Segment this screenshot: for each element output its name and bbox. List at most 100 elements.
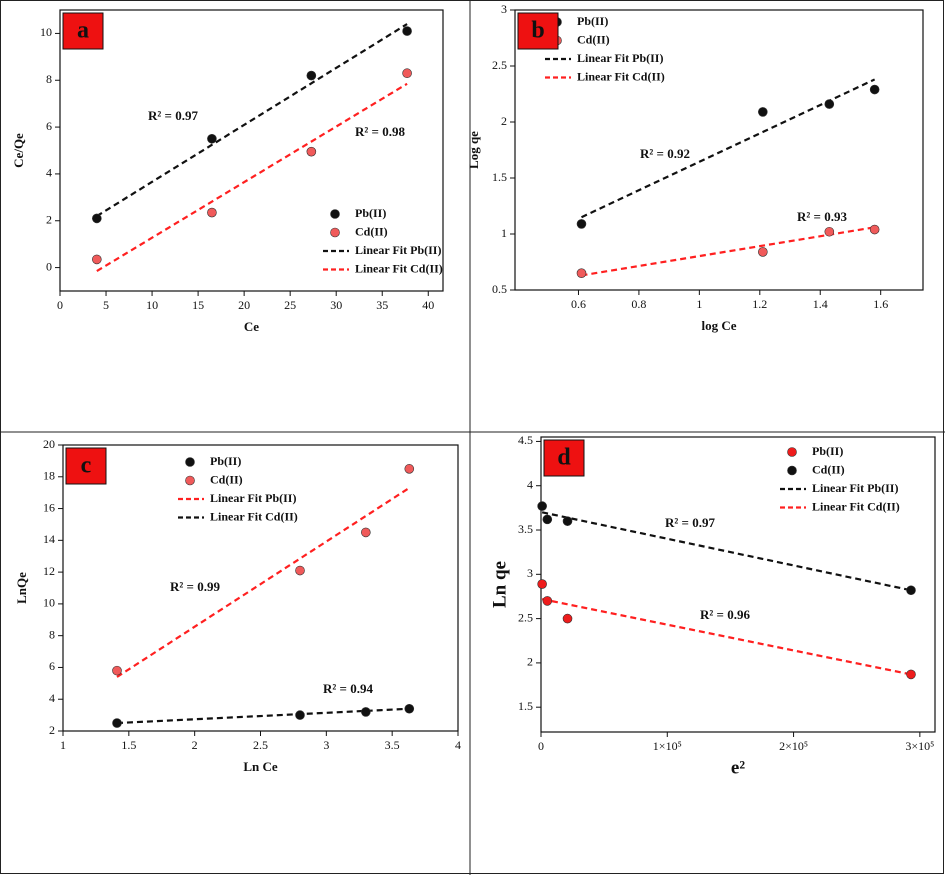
annotation: R² = 0.96 <box>700 607 750 622</box>
y-axis-label: LnQe <box>14 572 29 604</box>
y-tick-label: 20 <box>43 437 55 451</box>
y-axis-label: Ce/Qe <box>11 133 26 168</box>
y-tick-label: 2 <box>527 655 533 669</box>
data-point <box>207 207 217 218</box>
data-point <box>404 703 415 714</box>
x-tick-label: 5 <box>103 298 109 312</box>
y-tick-label: 3 <box>501 2 507 16</box>
annotation: R² = 0.97 <box>148 108 198 123</box>
y-tick-label: 1.5 <box>492 170 507 184</box>
x-tick-label: 0 <box>57 298 63 312</box>
y-tick-label: 2 <box>49 723 55 737</box>
data-point <box>906 669 916 680</box>
x-tick-label: 4 <box>455 738 461 752</box>
data-point <box>295 565 305 576</box>
x-tick-label: 1.6 <box>873 297 888 311</box>
y-tick-label: 1.5 <box>518 699 533 713</box>
y-tick-label: 2 <box>46 213 52 227</box>
panel-label-box <box>517 12 559 50</box>
y-tick-label: 14 <box>43 532 55 546</box>
legend-label: Linear Fit Pb(II) <box>210 491 296 505</box>
y-tick-label: 12 <box>43 564 55 578</box>
data-point <box>306 70 317 81</box>
panel-label-box <box>65 447 107 485</box>
data-point <box>361 707 371 717</box>
y-tick-label: 2.5 <box>518 610 533 624</box>
data-point <box>207 133 217 144</box>
annotation: R² = 0.92 <box>640 146 690 161</box>
data-point <box>92 213 102 224</box>
y-tick-label: 4 <box>49 691 55 705</box>
annotation: R² = 0.94 <box>323 681 373 696</box>
data-point <box>562 613 573 624</box>
fit-line <box>96 82 408 273</box>
panel-label-box <box>62 12 104 50</box>
data-point <box>537 501 547 511</box>
panel-label-box <box>543 439 585 477</box>
x-tick-label: 2×10⁵ <box>779 739 808 753</box>
fit-line <box>541 511 912 592</box>
x-tick-label: 0.6 <box>571 297 586 311</box>
x-tick-label: 3.5 <box>385 738 400 752</box>
y-tick-label: 0 <box>46 259 52 273</box>
legend-label: Linear Fit Pb(II) <box>812 481 898 495</box>
x-tick-label: 1 <box>60 738 66 752</box>
legend-label: Linear Fit Pb(II) <box>577 51 663 65</box>
data-point <box>112 665 122 676</box>
data-point <box>824 99 835 109</box>
y-tick-label: 4 <box>527 477 533 491</box>
y-tick-label: 2 <box>501 114 507 128</box>
x-tick-label: 30 <box>330 298 342 312</box>
x-tick-label: 2.5 <box>253 738 268 752</box>
legend-label: Cd(II) <box>355 224 388 238</box>
fit-line <box>96 23 408 218</box>
x-tick-label: 1.4 <box>813 297 828 311</box>
panel-label: c <box>81 453 92 479</box>
data-point <box>361 527 371 538</box>
annotation: R² = 0.97 <box>665 515 715 530</box>
x-tick-label: 0.8 <box>631 297 646 311</box>
y-tick-label: 6 <box>46 119 52 133</box>
x-tick-label: 3 <box>323 738 329 752</box>
annotation: R² = 0.93 <box>797 209 847 224</box>
data-point <box>906 585 916 596</box>
data-point <box>542 596 553 606</box>
legend-label: Pb(II) <box>355 206 386 220</box>
panel-label: d <box>557 445 571 471</box>
x-axis-label: e² <box>731 757 745 778</box>
data-point <box>537 579 547 589</box>
y-tick-label: 16 <box>43 500 55 514</box>
data-point <box>576 219 587 229</box>
legend-label: Linear Fit Cd(II) <box>355 261 443 275</box>
panel-label: a <box>77 18 89 44</box>
y-tick-label: 3 <box>527 566 533 580</box>
legend-marker <box>330 209 340 219</box>
x-tick-label: 1.5 <box>121 738 136 752</box>
data-point <box>824 226 835 237</box>
legend-marker <box>787 465 797 476</box>
fit-line <box>116 707 410 725</box>
legend-label: Cd(II) <box>577 32 610 46</box>
annotation: R² = 0.98 <box>355 124 405 139</box>
x-tick-label: 3×10⁵ <box>905 739 934 753</box>
data-point <box>758 247 768 257</box>
fit-line <box>581 78 876 219</box>
data-point <box>869 224 880 235</box>
data-point <box>306 146 317 157</box>
legend-marker <box>185 475 195 486</box>
legend-label: Pb(II) <box>812 444 843 458</box>
data-point <box>869 84 880 95</box>
x-tick-label: 20 <box>238 298 250 312</box>
x-tick-label: 1 <box>696 297 702 311</box>
panel-label: b <box>531 18 544 44</box>
y-tick-label: 4 <box>46 166 52 180</box>
x-axis-label: Ce <box>244 319 259 334</box>
data-point <box>112 718 122 728</box>
legend-marker <box>787 447 797 457</box>
data-point <box>542 514 553 525</box>
legend-label: Pb(II) <box>210 454 241 468</box>
x-tick-label: 15 <box>192 298 204 312</box>
y-tick-label: 8 <box>46 72 52 86</box>
